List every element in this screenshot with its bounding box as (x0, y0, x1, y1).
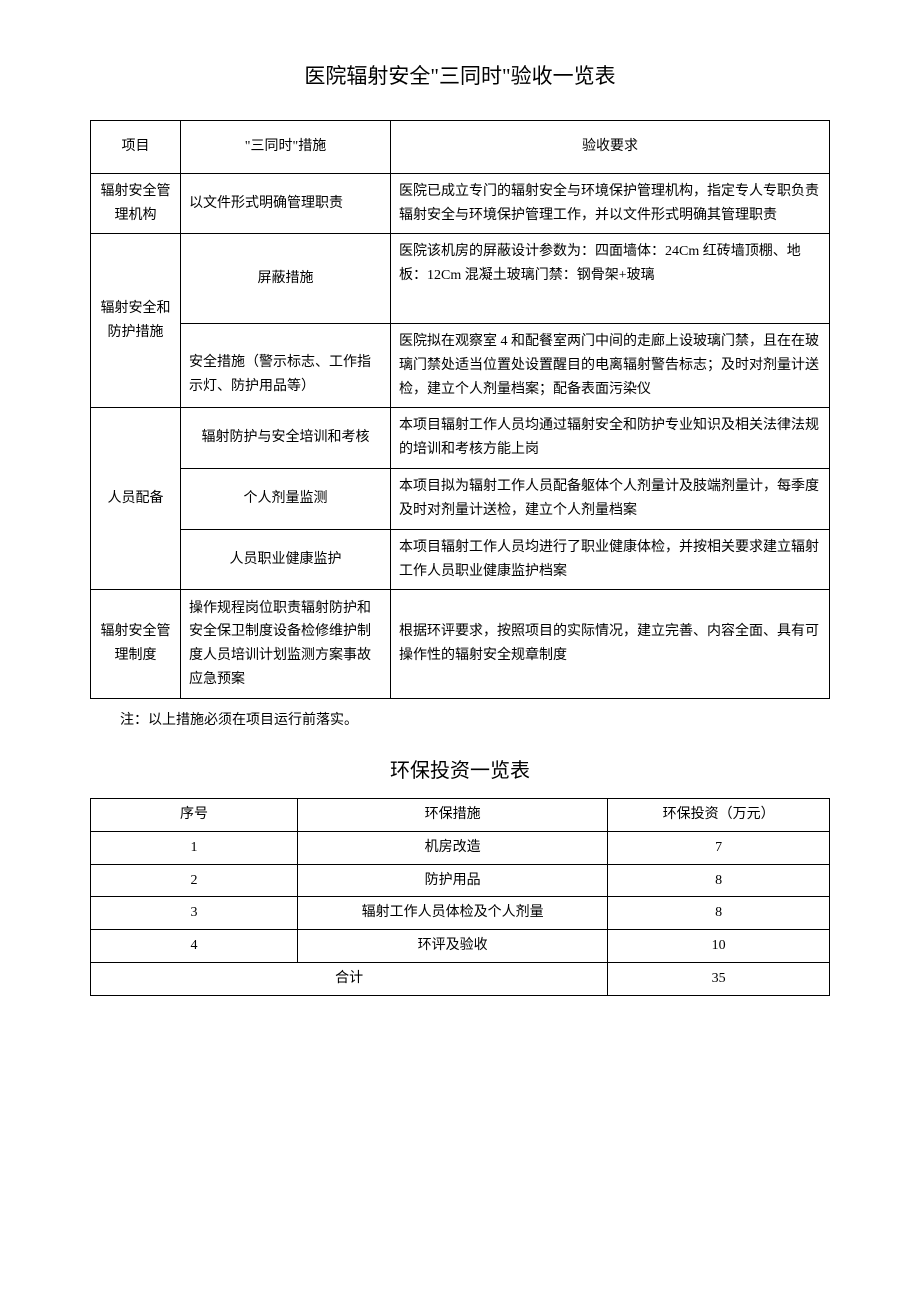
header-measure: "三同时"措施 (181, 121, 391, 174)
cell-total-value: 35 (608, 962, 830, 995)
acceptance-table: 项目 "三同时"措施 验收要求 辐射安全管理机构 以文件形式明确管理职责 医院已… (90, 120, 830, 699)
cell-investment: 10 (608, 930, 830, 963)
cell-requirement: 本项目拟为辐射工作人员配备躯体个人剂量计及肢端剂量计，每季度及时对剂量计送检，建… (391, 468, 830, 529)
header-seq: 序号 (91, 798, 298, 831)
header-project: 项目 (91, 121, 181, 174)
cell-measure: 防护用品 (297, 864, 607, 897)
table-row: 个人剂量监测 本项目拟为辐射工作人员配备躯体个人剂量计及肢端剂量计，每季度及时对… (91, 468, 830, 529)
cell-measure: 安全措施（警示标志、工作指示灯、防护用品等） (181, 323, 391, 407)
cell-requirement: 根据环评要求，按照项目的实际情况，建立完善、内容全面、具有可操作性的辐射安全规章… (391, 590, 830, 699)
table-row: 辐射安全和防护措施 屏蔽措施 医院该机房的屏蔽设计参数为：四面墙体：24Cm 红… (91, 234, 830, 324)
page-title-1: 医院辐射安全"三同时"验收一览表 (90, 60, 830, 90)
cell-measure: 以文件形式明确管理职责 (181, 173, 391, 234)
cell-requirement: 医院该机房的屏蔽设计参数为：四面墙体：24Cm 红砖墙顶棚、地板：12Cm 混凝… (391, 234, 830, 324)
table-row: 人员配备 辐射防护与安全培训和考核 本项目辐射工作人员均通过辐射安全和防护专业知… (91, 408, 830, 469)
table-row: 3 辐射工作人员体检及个人剂量 8 (91, 897, 830, 930)
cell-investment: 8 (608, 864, 830, 897)
table-row: 2 防护用品 8 (91, 864, 830, 897)
cell-measure: 屏蔽措施 (181, 234, 391, 324)
cell-measure: 环评及验收 (297, 930, 607, 963)
cell-project: 辐射安全管理机构 (91, 173, 181, 234)
cell-requirement: 本项目辐射工作人员均进行了职业健康体检，并按相关要求建立辐射工作人员职业健康监护… (391, 529, 830, 590)
table-row: 安全措施（警示标志、工作指示灯、防护用品等） 医院拟在观察室 4 和配餐室两门中… (91, 323, 830, 407)
table-header-row: 序号 环保措施 环保投资（万元） (91, 798, 830, 831)
cell-requirement: 医院已成立专门的辐射安全与环境保护管理机构，指定专人专职负责辐射安全与环境保护管… (391, 173, 830, 234)
cell-seq: 3 (91, 897, 298, 930)
cell-project: 辐射安全管理制度 (91, 590, 181, 699)
cell-seq: 1 (91, 831, 298, 864)
cell-measure: 个人剂量监测 (181, 468, 391, 529)
table-row: 辐射安全管理制度 操作规程岗位职责辐射防护和安全保卫制度设备检修维护制度人员培训… (91, 590, 830, 699)
cell-investment: 8 (608, 897, 830, 930)
cell-measure: 操作规程岗位职责辐射防护和安全保卫制度设备检修维护制度人员培训计划监测方案事故应… (181, 590, 391, 699)
header-investment: 环保投资（万元） (608, 798, 830, 831)
cell-requirement: 医院拟在观察室 4 和配餐室两门中间的走廊上设玻璃门禁，且在在玻璃门禁处适当位置… (391, 323, 830, 407)
note-text: 注：以上措施必须在项目运行前落实。 (120, 709, 830, 729)
cell-measure: 辐射防护与安全培训和考核 (181, 408, 391, 469)
table-row: 1 机房改造 7 (91, 831, 830, 864)
table-row: 4 环评及验收 10 (91, 930, 830, 963)
table-row: 辐射安全管理机构 以文件形式明确管理职责 医院已成立专门的辐射安全与环境保护管理… (91, 173, 830, 234)
header-requirement: 验收要求 (391, 121, 830, 174)
cell-measure: 辐射工作人员体检及个人剂量 (297, 897, 607, 930)
investment-table: 序号 环保措施 环保投资（万元） 1 机房改造 7 2 防护用品 8 3 辐射工… (90, 798, 830, 996)
table-total-row: 合计 35 (91, 962, 830, 995)
table-header-row: 项目 "三同时"措施 验收要求 (91, 121, 830, 174)
cell-measure: 机房改造 (297, 831, 607, 864)
cell-seq: 4 (91, 930, 298, 963)
cell-total-label: 合计 (91, 962, 608, 995)
table-row: 人员职业健康监护 本项目辐射工作人员均进行了职业健康体检，并按相关要求建立辐射工… (91, 529, 830, 590)
cell-project: 人员配备 (91, 408, 181, 590)
cell-project: 辐射安全和防护措施 (91, 234, 181, 408)
cell-investment: 7 (608, 831, 830, 864)
cell-measure: 人员职业健康监护 (181, 529, 391, 590)
cell-seq: 2 (91, 864, 298, 897)
header-measure: 环保措施 (297, 798, 607, 831)
cell-requirement: 本项目辐射工作人员均通过辐射安全和防护专业知识及相关法律法规的培训和考核方能上岗 (391, 408, 830, 469)
page-title-2: 环保投资一览表 (90, 754, 830, 783)
